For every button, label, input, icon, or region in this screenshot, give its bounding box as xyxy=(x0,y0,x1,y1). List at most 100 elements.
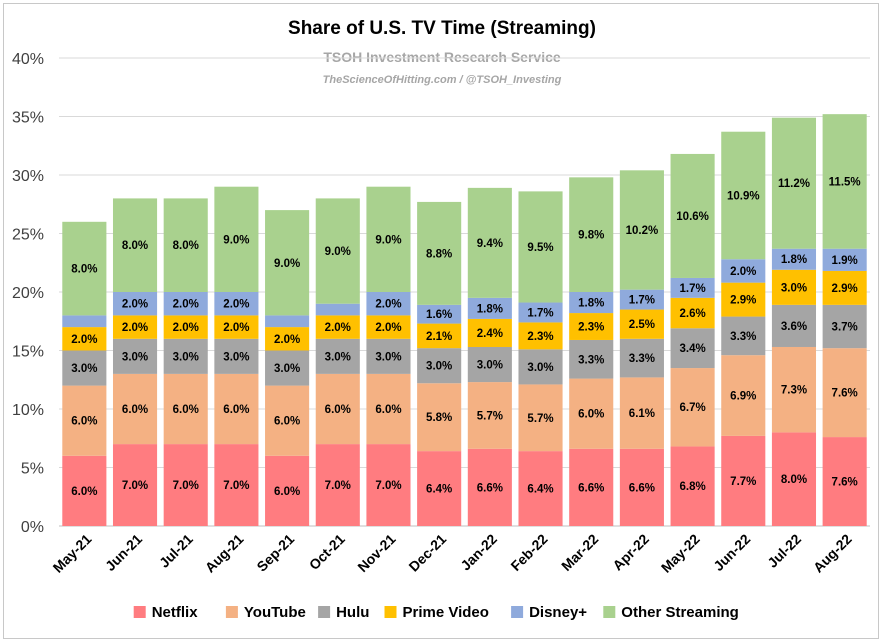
bar-segment xyxy=(518,322,563,350)
bar-segment xyxy=(315,338,360,374)
bar-segment xyxy=(619,448,664,526)
legend-swatch xyxy=(511,606,524,618)
bar-segment xyxy=(467,187,512,298)
legend-label: Netflix xyxy=(152,604,199,621)
data-label: 3.0% xyxy=(274,363,300,375)
data-label: 2.0% xyxy=(375,322,401,334)
bar-segment xyxy=(417,348,462,384)
data-label: 6.6% xyxy=(578,482,604,494)
y-tick-label: 25% xyxy=(12,227,44,244)
x-tick-label: Nov-21 xyxy=(354,531,398,575)
bar-segment xyxy=(265,315,310,328)
x-tick-label: Aug-21 xyxy=(202,531,247,576)
data-label: 10.6% xyxy=(676,211,709,223)
data-label: 2.0% xyxy=(71,334,97,346)
bar-segment xyxy=(62,315,107,328)
bar-segment xyxy=(163,373,208,445)
bar-segment xyxy=(771,248,817,270)
x-tick-label: Jun-21 xyxy=(102,531,145,574)
data-label: 2.0% xyxy=(122,299,148,311)
bar-segment xyxy=(214,315,259,339)
bar-segment xyxy=(619,289,664,310)
bar-segment xyxy=(112,444,158,526)
data-label: 2.1% xyxy=(426,331,452,343)
bar-segment xyxy=(619,377,664,449)
chart-subtitle: TSOH Investment Research Service xyxy=(323,49,561,65)
data-label: 2.6% xyxy=(679,308,705,320)
data-label: 8.8% xyxy=(426,248,452,260)
data-label: 1.8% xyxy=(477,303,503,315)
data-label: 1.7% xyxy=(527,307,553,319)
data-label: 7.0% xyxy=(375,480,401,492)
data-label: 3.7% xyxy=(832,322,858,334)
bar-segment xyxy=(62,221,107,316)
legend-label: Prime Video xyxy=(403,604,489,621)
data-label: 6.0% xyxy=(122,404,148,416)
bar-segment xyxy=(822,248,867,271)
data-label: 11.2% xyxy=(778,178,810,190)
bar-segment xyxy=(62,350,107,386)
data-label: 6.0% xyxy=(274,486,300,498)
data-label: 7.3% xyxy=(781,385,807,397)
data-label: 3.0% xyxy=(173,351,199,363)
bar-segment xyxy=(721,316,766,356)
bar-segment xyxy=(569,292,614,314)
bar-segment xyxy=(265,350,310,386)
data-label: 3.0% xyxy=(122,351,148,363)
data-label: 10.9% xyxy=(727,190,760,202)
data-label: 1.6% xyxy=(426,309,452,321)
bar-segment xyxy=(822,437,867,526)
bar-segment xyxy=(163,338,208,374)
y-axis: 0% 5% 10% 15% 20% 25% 30% 35% 40% xyxy=(12,51,44,536)
bars: 6.0% 6.0% 3.0% 2.0% 8.0% 7.0% 6.0% 3.0% 2.0% 2.0%… xyxy=(62,114,867,526)
data-label: 8.0% xyxy=(122,240,148,252)
bar-segment xyxy=(417,451,462,526)
data-label: 3.3% xyxy=(629,353,655,365)
bar-segment xyxy=(822,114,867,249)
bar-segment xyxy=(822,348,867,438)
y-tick-label: 0% xyxy=(21,519,44,536)
data-label: 3.6% xyxy=(781,321,807,333)
data-label: 3.0% xyxy=(71,363,97,375)
bar-segment xyxy=(112,315,158,339)
data-label: 3.3% xyxy=(578,354,604,366)
data-label: 11.5% xyxy=(829,176,861,188)
y-tick-label: 20% xyxy=(12,285,44,302)
bar-segment xyxy=(417,323,462,349)
bar-segment xyxy=(771,432,817,526)
bar-segment xyxy=(163,198,208,292)
bar-segment xyxy=(518,384,563,452)
bar-segment xyxy=(366,315,411,339)
data-label: 6.6% xyxy=(629,482,655,494)
data-label: 1.8% xyxy=(781,254,807,266)
bar-segment xyxy=(569,339,614,379)
data-label: 2.3% xyxy=(527,331,553,343)
bar-segment xyxy=(569,313,614,340)
data-label: 2.3% xyxy=(578,322,604,334)
data-label: 6.0% xyxy=(223,404,249,416)
y-tick-label: 15% xyxy=(12,344,44,361)
data-label: 9.0% xyxy=(375,234,401,246)
legend-swatch xyxy=(225,606,238,618)
bar-segment xyxy=(721,259,766,283)
data-label: 2.0% xyxy=(173,299,199,311)
bar-segment xyxy=(112,292,158,316)
data-label: 8.0% xyxy=(781,474,807,486)
x-tick-label: May-22 xyxy=(658,531,703,576)
data-label: 6.0% xyxy=(71,486,97,498)
data-label: 6.0% xyxy=(578,409,604,421)
data-label: 2.0% xyxy=(325,322,351,334)
bar-segment xyxy=(822,304,867,349)
data-label: 5.7% xyxy=(527,413,553,425)
data-label: 2.0% xyxy=(223,322,249,334)
chart-frame: Share of U.S. TV Time (Streaming) TSOH I… xyxy=(3,3,879,639)
data-label: 7.0% xyxy=(325,480,351,492)
bar-segment xyxy=(265,385,310,456)
bar-segment xyxy=(569,177,614,292)
legend-swatch xyxy=(318,606,331,618)
data-label: 2.0% xyxy=(730,266,756,278)
bar-segment xyxy=(112,198,158,292)
data-label: 1.7% xyxy=(679,283,705,295)
data-label: 2.0% xyxy=(375,299,401,311)
bar-segment xyxy=(265,327,310,351)
